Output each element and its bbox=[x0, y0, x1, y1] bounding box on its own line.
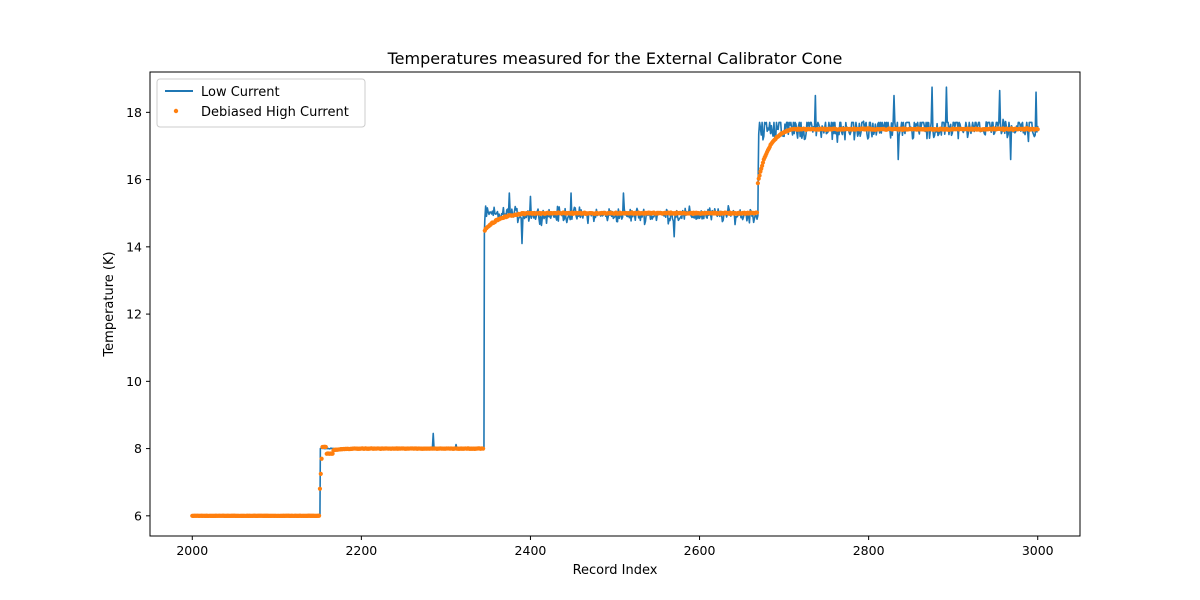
legend-box bbox=[156, 78, 366, 128]
plot-area bbox=[149, 71, 1081, 537]
y-tick-label: 8 bbox=[134, 441, 142, 456]
scatter-point bbox=[760, 163, 765, 168]
scatter-point bbox=[1035, 127, 1040, 132]
x-axis-title: Record Index bbox=[573, 563, 658, 578]
plot-frame bbox=[149, 71, 1081, 537]
chart-title: Temperatures measured for the External C… bbox=[387, 49, 843, 68]
scatter-point bbox=[481, 446, 486, 451]
scatter-point bbox=[757, 173, 762, 178]
scatter-point bbox=[330, 451, 335, 456]
legend-label-low-current: Low Current bbox=[201, 85, 280, 100]
scatter-point bbox=[319, 456, 324, 461]
scatter-point bbox=[318, 471, 323, 476]
y-axis-title: Temperature (K) bbox=[102, 251, 117, 357]
scatter-point bbox=[316, 513, 322, 518]
x-tick-label: 2800 bbox=[853, 543, 885, 558]
series-layer bbox=[190, 86, 1040, 519]
x-tick-label: 2000 bbox=[176, 543, 208, 558]
y-tick-label: 12 bbox=[126, 307, 142, 322]
y-tick-label: 14 bbox=[126, 239, 142, 254]
y-tick-label: 6 bbox=[134, 508, 142, 523]
legend: Low Current Debiased High Current bbox=[156, 78, 366, 128]
scatter-point bbox=[754, 210, 760, 215]
scatter-point bbox=[755, 181, 760, 186]
legend-scatter-swatch bbox=[173, 108, 179, 114]
legend-label-debiased-high-current: Debiased High Current bbox=[201, 105, 349, 120]
y-axis: 6 8 10 12 14 16 18 bbox=[126, 105, 150, 523]
x-tick-label: 2200 bbox=[345, 543, 377, 558]
x-axis: 2000 2200 2400 2600 2800 3000 bbox=[176, 536, 1054, 558]
x-tick-label: 2600 bbox=[684, 543, 716, 558]
y-tick-label: 16 bbox=[126, 172, 142, 187]
x-tick-label: 2400 bbox=[515, 543, 547, 558]
x-tick-label: 3000 bbox=[1022, 543, 1054, 558]
y-tick-label: 10 bbox=[126, 374, 142, 389]
y-tick-label: 18 bbox=[126, 105, 142, 120]
scatter-point bbox=[323, 444, 328, 450]
scatter-point bbox=[317, 486, 323, 491]
debiased-high-current-points bbox=[190, 126, 1040, 519]
plot-background bbox=[150, 72, 1080, 536]
